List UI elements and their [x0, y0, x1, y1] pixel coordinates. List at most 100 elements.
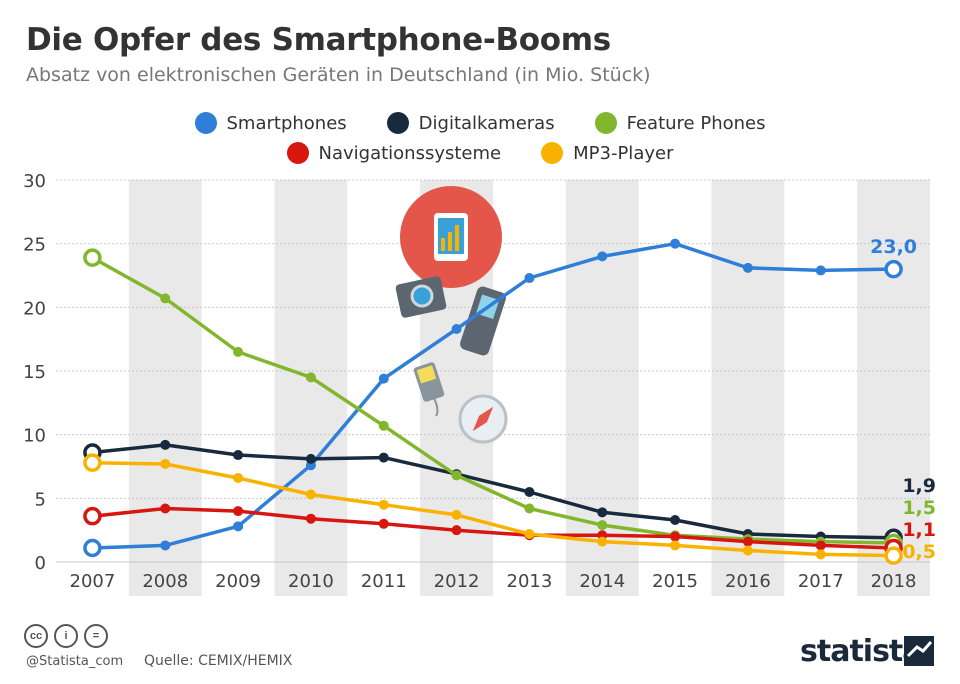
cc-icon: cc — [24, 624, 48, 648]
legend-label: Navigationssysteme — [318, 142, 502, 164]
data-point — [233, 450, 244, 461]
series-line — [92, 506, 894, 550]
legend-item[interactable]: Feature Phones — [594, 112, 766, 134]
x-tick-label: 2009 — [215, 571, 261, 592]
no-derivatives-icon: = — [84, 624, 108, 648]
x-tick-label: 2007 — [70, 571, 116, 592]
data-point — [597, 520, 608, 531]
end-value-label: 1,9 — [902, 475, 936, 497]
data-point — [742, 545, 753, 556]
legend-item[interactable]: Smartphones — [194, 112, 347, 134]
camera-lens — [410, 284, 434, 308]
data-point — [305, 453, 316, 464]
x-tick-label: 2013 — [507, 571, 553, 592]
data-point — [378, 499, 389, 510]
data-point — [884, 546, 903, 565]
legend-row: Navigationssysteme MP3-Player — [0, 138, 960, 168]
data-point — [233, 506, 244, 517]
data-point — [597, 536, 608, 547]
data-point — [597, 251, 608, 262]
end-value-label: 1,1 — [902, 519, 936, 541]
data-point — [83, 538, 102, 558]
y-tick-label: 30 — [23, 171, 46, 192]
x-tick-label: 2008 — [142, 571, 188, 592]
data-point — [815, 265, 826, 276]
y-tick-label: 15 — [23, 362, 46, 383]
column-band — [711, 180, 785, 596]
chart-legend: Smartphones Digitalkameras Feature Phones N… — [0, 108, 960, 168]
end-value-label: 1,5 — [902, 497, 936, 519]
x-tick-label: 2011 — [361, 571, 407, 592]
data-point — [233, 346, 244, 357]
data-point — [670, 514, 681, 525]
column-band — [128, 180, 202, 596]
series-line — [92, 443, 894, 540]
data-point — [233, 521, 244, 532]
data-point — [524, 528, 535, 539]
statista-logo-icon — [904, 636, 934, 666]
compass-needle — [472, 406, 494, 432]
data-point — [742, 536, 753, 547]
series-smartphones — [83, 238, 903, 558]
data-point — [670, 531, 681, 542]
attribution-icon: i — [54, 624, 78, 648]
data-point — [815, 540, 826, 551]
legend-swatch — [194, 112, 217, 134]
data-point — [597, 507, 608, 518]
data-point — [524, 486, 535, 497]
data-point — [884, 259, 903, 279]
legend-label: Feature Phones — [626, 112, 766, 134]
mp3-screen — [416, 365, 437, 384]
x-tick-label: 2010 — [288, 571, 334, 592]
earphone-cable — [432, 395, 439, 417]
bar-icon — [448, 232, 452, 251]
data-point — [378, 420, 389, 431]
x-tick-label: 2015 — [652, 571, 698, 592]
chart-title: Die Opfer des Smartphone-Booms — [26, 22, 611, 58]
x-tick-label: 2018 — [871, 571, 917, 592]
data-point — [83, 453, 102, 472]
x-tick-label: 2012 — [434, 571, 480, 592]
bar-icon — [455, 225, 459, 251]
data-point — [305, 489, 316, 500]
y-tick-label: 10 — [23, 426, 46, 447]
data-point — [83, 248, 102, 267]
legend-swatch — [594, 112, 617, 134]
data-point — [378, 373, 389, 384]
data-point — [742, 262, 753, 273]
legend-item[interactable]: Digitalkameras — [386, 112, 555, 134]
x-tick-label: 2014 — [579, 571, 625, 592]
data-point — [451, 525, 462, 536]
series-line — [92, 460, 894, 558]
series-line — [91, 256, 894, 545]
x-tick-label: 2017 — [798, 571, 844, 592]
data-point — [815, 549, 826, 560]
legend-swatch — [286, 142, 309, 164]
column-band — [274, 180, 348, 596]
y-tick-label: 0 — [35, 553, 46, 574]
y-tick-label: 20 — [23, 298, 46, 319]
data-point — [160, 503, 171, 514]
data-point — [160, 293, 171, 304]
legend-row: Smartphones Digitalkameras Feature Phones — [0, 108, 960, 138]
data-point — [670, 238, 681, 249]
data-point — [451, 470, 462, 481]
legend-item[interactable]: MP3-Player — [541, 142, 673, 164]
statista-logo[interactable]: statista — [800, 634, 923, 669]
y-tick-label: 25 — [23, 235, 46, 256]
data-point — [378, 518, 389, 529]
data-point — [378, 452, 389, 463]
data-point — [160, 540, 171, 551]
legend-swatch — [541, 142, 564, 164]
data-point — [233, 472, 244, 483]
data-point — [451, 323, 462, 334]
device-illustration — [395, 186, 508, 444]
data-point — [160, 439, 171, 450]
x-tick-label: 2016 — [725, 571, 771, 592]
legend-label: MP3-Player — [573, 142, 674, 164]
column-band — [857, 180, 930, 596]
series-mp3-player — [83, 453, 903, 565]
source-note: Quelle: CEMIX/HEMIX — [144, 653, 293, 669]
legend-item[interactable]: Navigationssysteme — [286, 142, 502, 164]
